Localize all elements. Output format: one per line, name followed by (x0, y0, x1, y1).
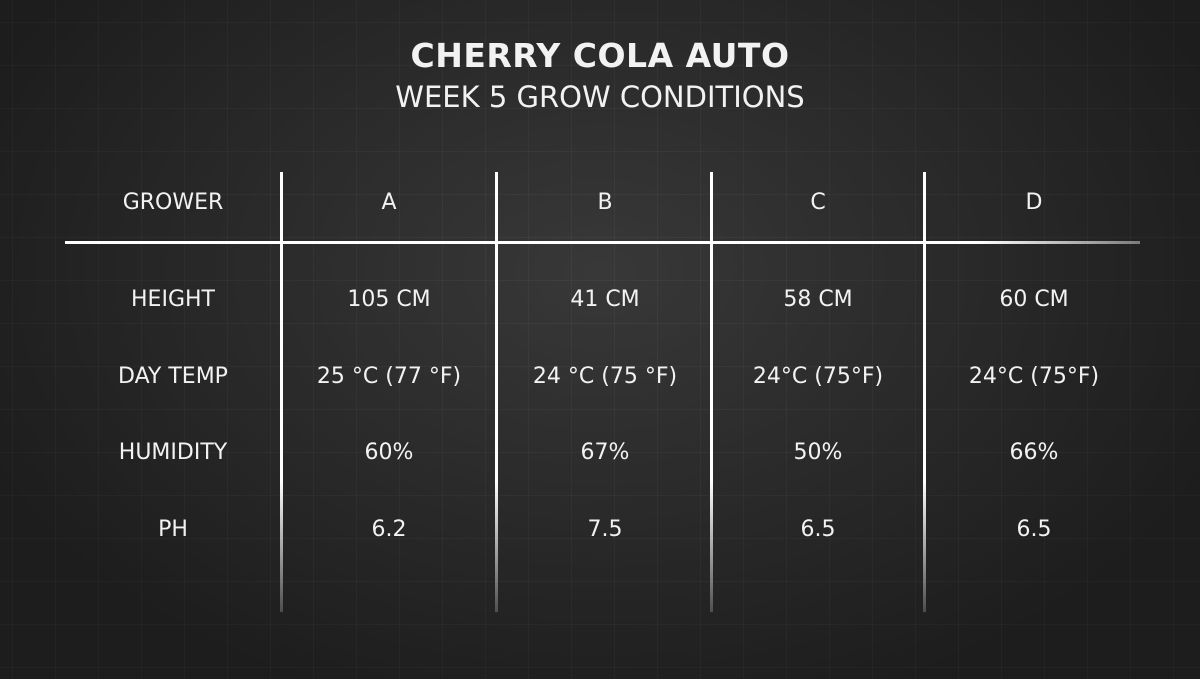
table-cell: 67% (580, 440, 630, 465)
column-header: D (1025, 190, 1043, 215)
subtitle: WEEK 5 GROW CONDITIONS (395, 80, 805, 114)
column-header: C (810, 190, 826, 215)
table-cell: 7.5 (587, 517, 623, 542)
table-cell: 105 CM (347, 287, 431, 312)
table-cell: 60% (364, 440, 414, 465)
row-label: PH (158, 517, 188, 542)
table-cell: 6.5 (1016, 517, 1052, 542)
table-cell: 66% (1009, 440, 1059, 465)
row-label: HEIGHT (131, 287, 215, 312)
table-cell: 24 °C (75 °F) (532, 364, 678, 389)
table-cell: 58 CM (783, 287, 853, 312)
table-cell: 50% (793, 440, 843, 465)
column-divider (923, 172, 926, 612)
table-cell: 24°C (75°F) (752, 364, 884, 389)
table-cell: 24°C (75°F) (968, 364, 1100, 389)
column-divider (710, 172, 713, 612)
row-label: HUMIDITY (118, 440, 228, 465)
table-cell: 6.2 (371, 517, 407, 542)
column-divider (495, 172, 498, 612)
table-cell: 41 CM (570, 287, 640, 312)
table-cell: 60 CM (999, 287, 1069, 312)
row-label: DAY TEMP (118, 364, 228, 389)
table-cell: 25 °C (77 °F) (316, 364, 462, 389)
title: CHERRY COLA AUTO (410, 36, 790, 75)
column-divider (280, 172, 283, 612)
column-header: GROWER (122, 190, 224, 215)
header-divider (65, 241, 1140, 244)
column-header: A (381, 190, 397, 215)
table-cell: 6.5 (800, 517, 836, 542)
column-header: B (597, 190, 613, 215)
